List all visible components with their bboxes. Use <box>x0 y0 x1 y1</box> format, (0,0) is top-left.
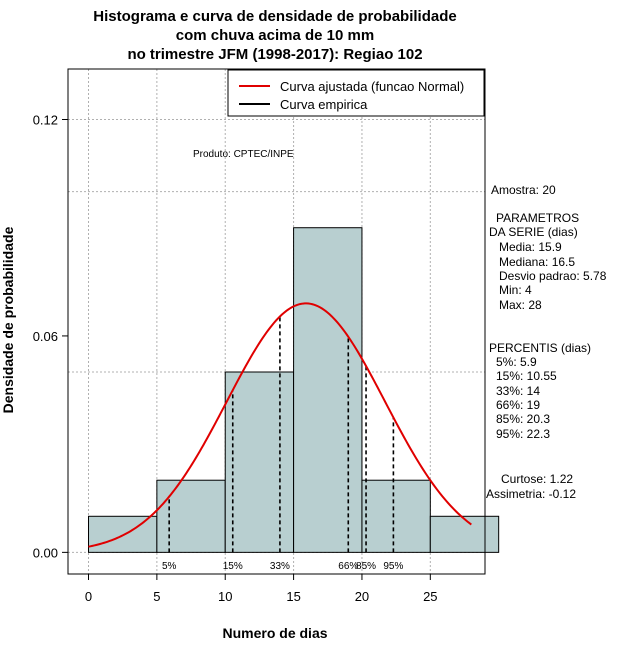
legend-box <box>227 69 485 117</box>
y-tick-label: 0.06 <box>33 329 58 344</box>
y-tick-label: 0.00 <box>33 545 58 560</box>
product-credit: Produto: CPTEC/INPE <box>193 149 294 160</box>
y-axis-title: Densidade de probabilidade <box>0 226 16 413</box>
axes: 0 5 10 15 20 25 0.00 0.06 0.12 <box>33 113 438 605</box>
kurtosis: Curtose: 1.22 <box>501 472 573 486</box>
percentile-66: 66%: 19 <box>496 398 540 412</box>
sample-size: Amostra: 20 <box>491 183 556 197</box>
histogram-bar <box>224 371 295 553</box>
percentile-label: 15% <box>223 561 243 572</box>
histogram-bar <box>293 227 363 553</box>
legend: Curva ajustada (funcao Normal) Curva emp… <box>227 69 485 117</box>
chart-title-line-2: com chuva acima de 10 mm <box>176 27 374 44</box>
param-mean: Media: 15.9 <box>499 240 562 254</box>
percentile-33: 33%: 14 <box>496 384 540 398</box>
skewness: Assimetria: -0.12 <box>486 487 576 501</box>
percentile-label: 5% <box>162 561 177 572</box>
x-axis-title: Numero de dias <box>222 625 327 641</box>
percentile-5: 5%: 5.9 <box>496 355 537 369</box>
param-median: Mediana: 16.5 <box>499 255 575 269</box>
x-tick-label: 15 <box>286 589 300 604</box>
param-sd: Desvio padrao: 5.78 <box>499 269 607 283</box>
percentile-label: 66% <box>338 561 358 572</box>
percentile-85: 85%: 20.3 <box>496 412 550 426</box>
percentile-label: 33% <box>270 561 290 572</box>
stats-panel: Amostra: 20 PARAMETROS DA SERIE (dias) M… <box>486 183 607 501</box>
percentiles-header: PERCENTIS (dias) <box>489 341 591 355</box>
parameters-header-2: DA SERIE (dias) <box>489 225 578 239</box>
histogram-bars <box>88 227 500 553</box>
x-tick-label: 5 <box>153 589 160 604</box>
percentile-markers: 5% 15% 33% 66%85% 95% <box>162 316 404 572</box>
histogram-bar <box>429 515 500 553</box>
normal-curve-layer <box>88 302 472 548</box>
y-tick-label: 0.12 <box>33 113 58 128</box>
x-tick-label: 25 <box>423 589 437 604</box>
parameters-header-1: PARAMETROS <box>496 211 579 225</box>
chart-title-line-1: Histograma e curva de densidade de proba… <box>93 8 456 25</box>
legend-label-fitted: Curva ajustada (funcao Normal) <box>280 79 464 94</box>
percentile-label: 85% <box>356 561 376 572</box>
histogram-bar <box>361 479 431 553</box>
param-max: Max: 28 <box>499 298 542 312</box>
param-min: Min: 4 <box>499 283 532 297</box>
legend-label-empirical: Curva empirica <box>280 97 368 112</box>
x-tick-label: 10 <box>218 589 232 604</box>
percentile-label: 95% <box>383 561 403 572</box>
normal-fit-curve <box>88 302 472 548</box>
histogram-bar <box>156 479 226 553</box>
chart-title-line-3: no trimestre JFM (1998-2017): Regiao 102 <box>127 46 422 63</box>
x-tick-label: 20 <box>355 589 369 604</box>
x-tick-label: 0 <box>85 589 92 604</box>
percentile-95: 95%: 22.3 <box>496 427 550 441</box>
percentile-15: 15%: 10.55 <box>496 369 557 383</box>
